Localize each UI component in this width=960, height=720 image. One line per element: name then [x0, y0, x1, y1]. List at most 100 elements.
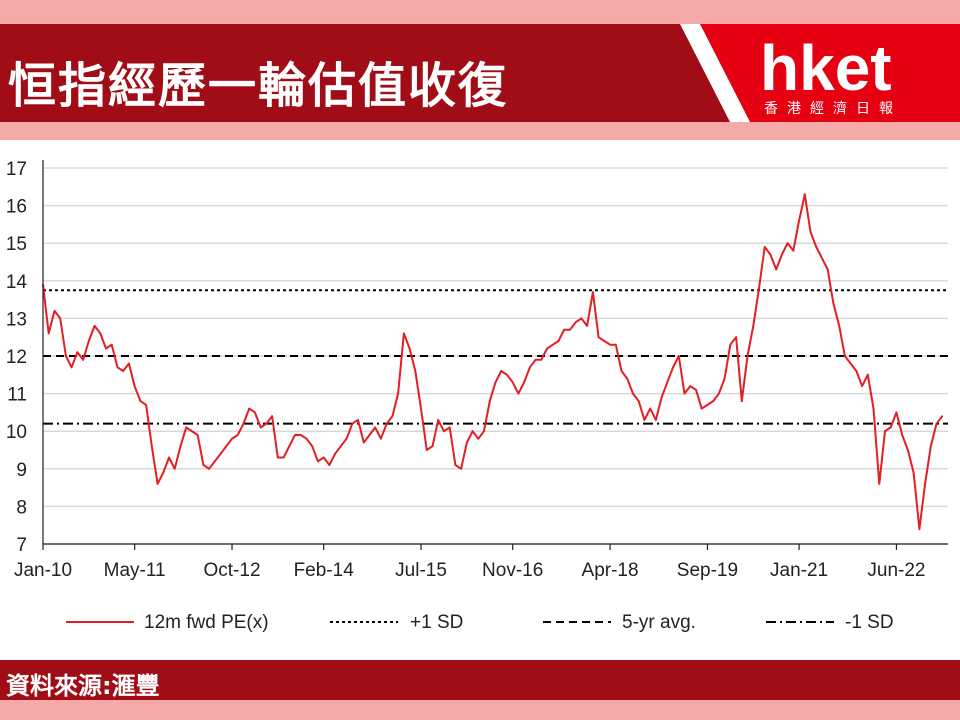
pe-data-point [506, 373, 508, 376]
pe-data-point [391, 415, 394, 418]
pe-data-point [345, 437, 348, 440]
pe-data-point [792, 249, 795, 252]
pe-data-point [620, 370, 623, 372]
pe-data-point [322, 456, 325, 459]
pe-data-point [557, 340, 560, 342]
y-tick-label: 16 [6, 197, 27, 218]
y-tick-label: 17 [6, 159, 27, 180]
pe-data-point [488, 400, 491, 403]
pe-data-point [895, 411, 898, 414]
x-tick-label: Jun-22 [867, 560, 925, 581]
pe-data-point [626, 377, 629, 380]
pe-data-point [586, 325, 589, 327]
pe-data-point [511, 381, 514, 384]
pe-data-point [122, 370, 125, 372]
pe-data-point [219, 452, 222, 455]
pe-data-point [660, 396, 663, 399]
pe-data-point [65, 355, 67, 357]
pe-data-point [420, 407, 422, 410]
pe-data-point [351, 422, 354, 425]
pe-data-point [637, 400, 640, 403]
pe-data-point [500, 370, 503, 372]
y-tick-label: 8 [16, 497, 27, 518]
pe-data-point [677, 355, 680, 357]
pe-data-point [872, 407, 875, 410]
pe-data-point [614, 343, 617, 346]
pe-data-point [855, 370, 858, 372]
pe-data-point [563, 328, 566, 331]
x-tick-label: Sep-19 [677, 560, 738, 581]
pe-data-point [185, 426, 188, 429]
pe-data-point [225, 445, 228, 448]
pe-data-point [305, 437, 308, 440]
pe-data-point [231, 437, 233, 440]
pe-data-point [580, 317, 583, 320]
pe-data-point [477, 437, 480, 440]
logo-text: hket [760, 32, 892, 104]
pe-data-point [443, 430, 445, 433]
pe-data-point [271, 415, 274, 418]
pe-data-point [437, 419, 440, 421]
pe-data-point [821, 257, 823, 260]
pe-data-point [649, 407, 652, 410]
pe-data-point [843, 355, 846, 357]
pe-data-point [528, 366, 531, 369]
series-layer [42, 193, 944, 530]
pe-data-point [299, 434, 302, 436]
pe-data-point [99, 332, 102, 335]
pe-data-point [282, 456, 285, 459]
pe-data-point [763, 246, 766, 248]
mid-pink-band [0, 122, 960, 140]
pe-data-point [924, 482, 926, 485]
pe-data-point [105, 347, 107, 350]
pe-data-point [569, 328, 571, 331]
pe-data-point [941, 415, 944, 418]
pe-data-point [288, 445, 291, 448]
pe-data-point [191, 430, 193, 433]
pe-data-point [901, 434, 904, 436]
pe-data-point [156, 482, 159, 485]
y-tick-label: 9 [16, 460, 27, 481]
x-tick-label: May-11 [104, 560, 166, 581]
pe-data-point [689, 385, 692, 387]
pe-data-point [128, 362, 130, 365]
pe-data-point [878, 482, 881, 485]
pe-data-point [408, 347, 411, 350]
pe-data-point [196, 434, 199, 436]
pe-data-point [162, 471, 165, 474]
pe-data-point [798, 219, 800, 222]
pe-data-point [242, 422, 245, 425]
pe-data-point [150, 445, 153, 448]
y-tick-label: 15 [6, 234, 27, 255]
pe-data-point [179, 445, 182, 448]
x-tick-label: Nov-16 [482, 560, 543, 581]
pe-data-point [368, 434, 371, 436]
pe-data-point [362, 441, 365, 444]
pe-data-point [700, 407, 703, 410]
pe-data-point [448, 426, 451, 429]
pe-data-point [775, 268, 778, 271]
pe-data-point [173, 467, 176, 470]
pe-data-point [517, 392, 520, 395]
pe-data-point [809, 231, 812, 233]
pe-data-point [643, 419, 646, 421]
pe-data-point [236, 434, 239, 436]
pe-data-point [483, 430, 485, 433]
y-tick-label: 11 [7, 385, 27, 406]
axes: 7 8 9 10 11 12 13 14 15 16 17 Jan-10 May-11 Oct-12 Feb… [6, 159, 948, 581]
pe-data-point [53, 309, 56, 312]
pe-data-point [935, 422, 938, 425]
pe-line-chart: 7 8 9 10 11 12 13 14 15 16 17 Jan-10 May-11 Oct-12 Feb… [6, 159, 948, 633]
pe-data-point [740, 400, 743, 403]
pe-data-point [317, 460, 319, 463]
pe-data-point [735, 336, 737, 339]
pe-data-point [832, 302, 835, 305]
pe-data-point [339, 445, 342, 448]
pe-data-point [414, 370, 417, 372]
page-title: 恒指經歷一輪估值收復 [8, 58, 509, 114]
legend-label: 12m fwd PE(x) [144, 612, 269, 633]
y-tick-label: 10 [6, 422, 27, 443]
x-tick-label: Apr-18 [582, 560, 639, 581]
pe-data-point [139, 400, 142, 403]
pe-data-point [254, 411, 256, 414]
